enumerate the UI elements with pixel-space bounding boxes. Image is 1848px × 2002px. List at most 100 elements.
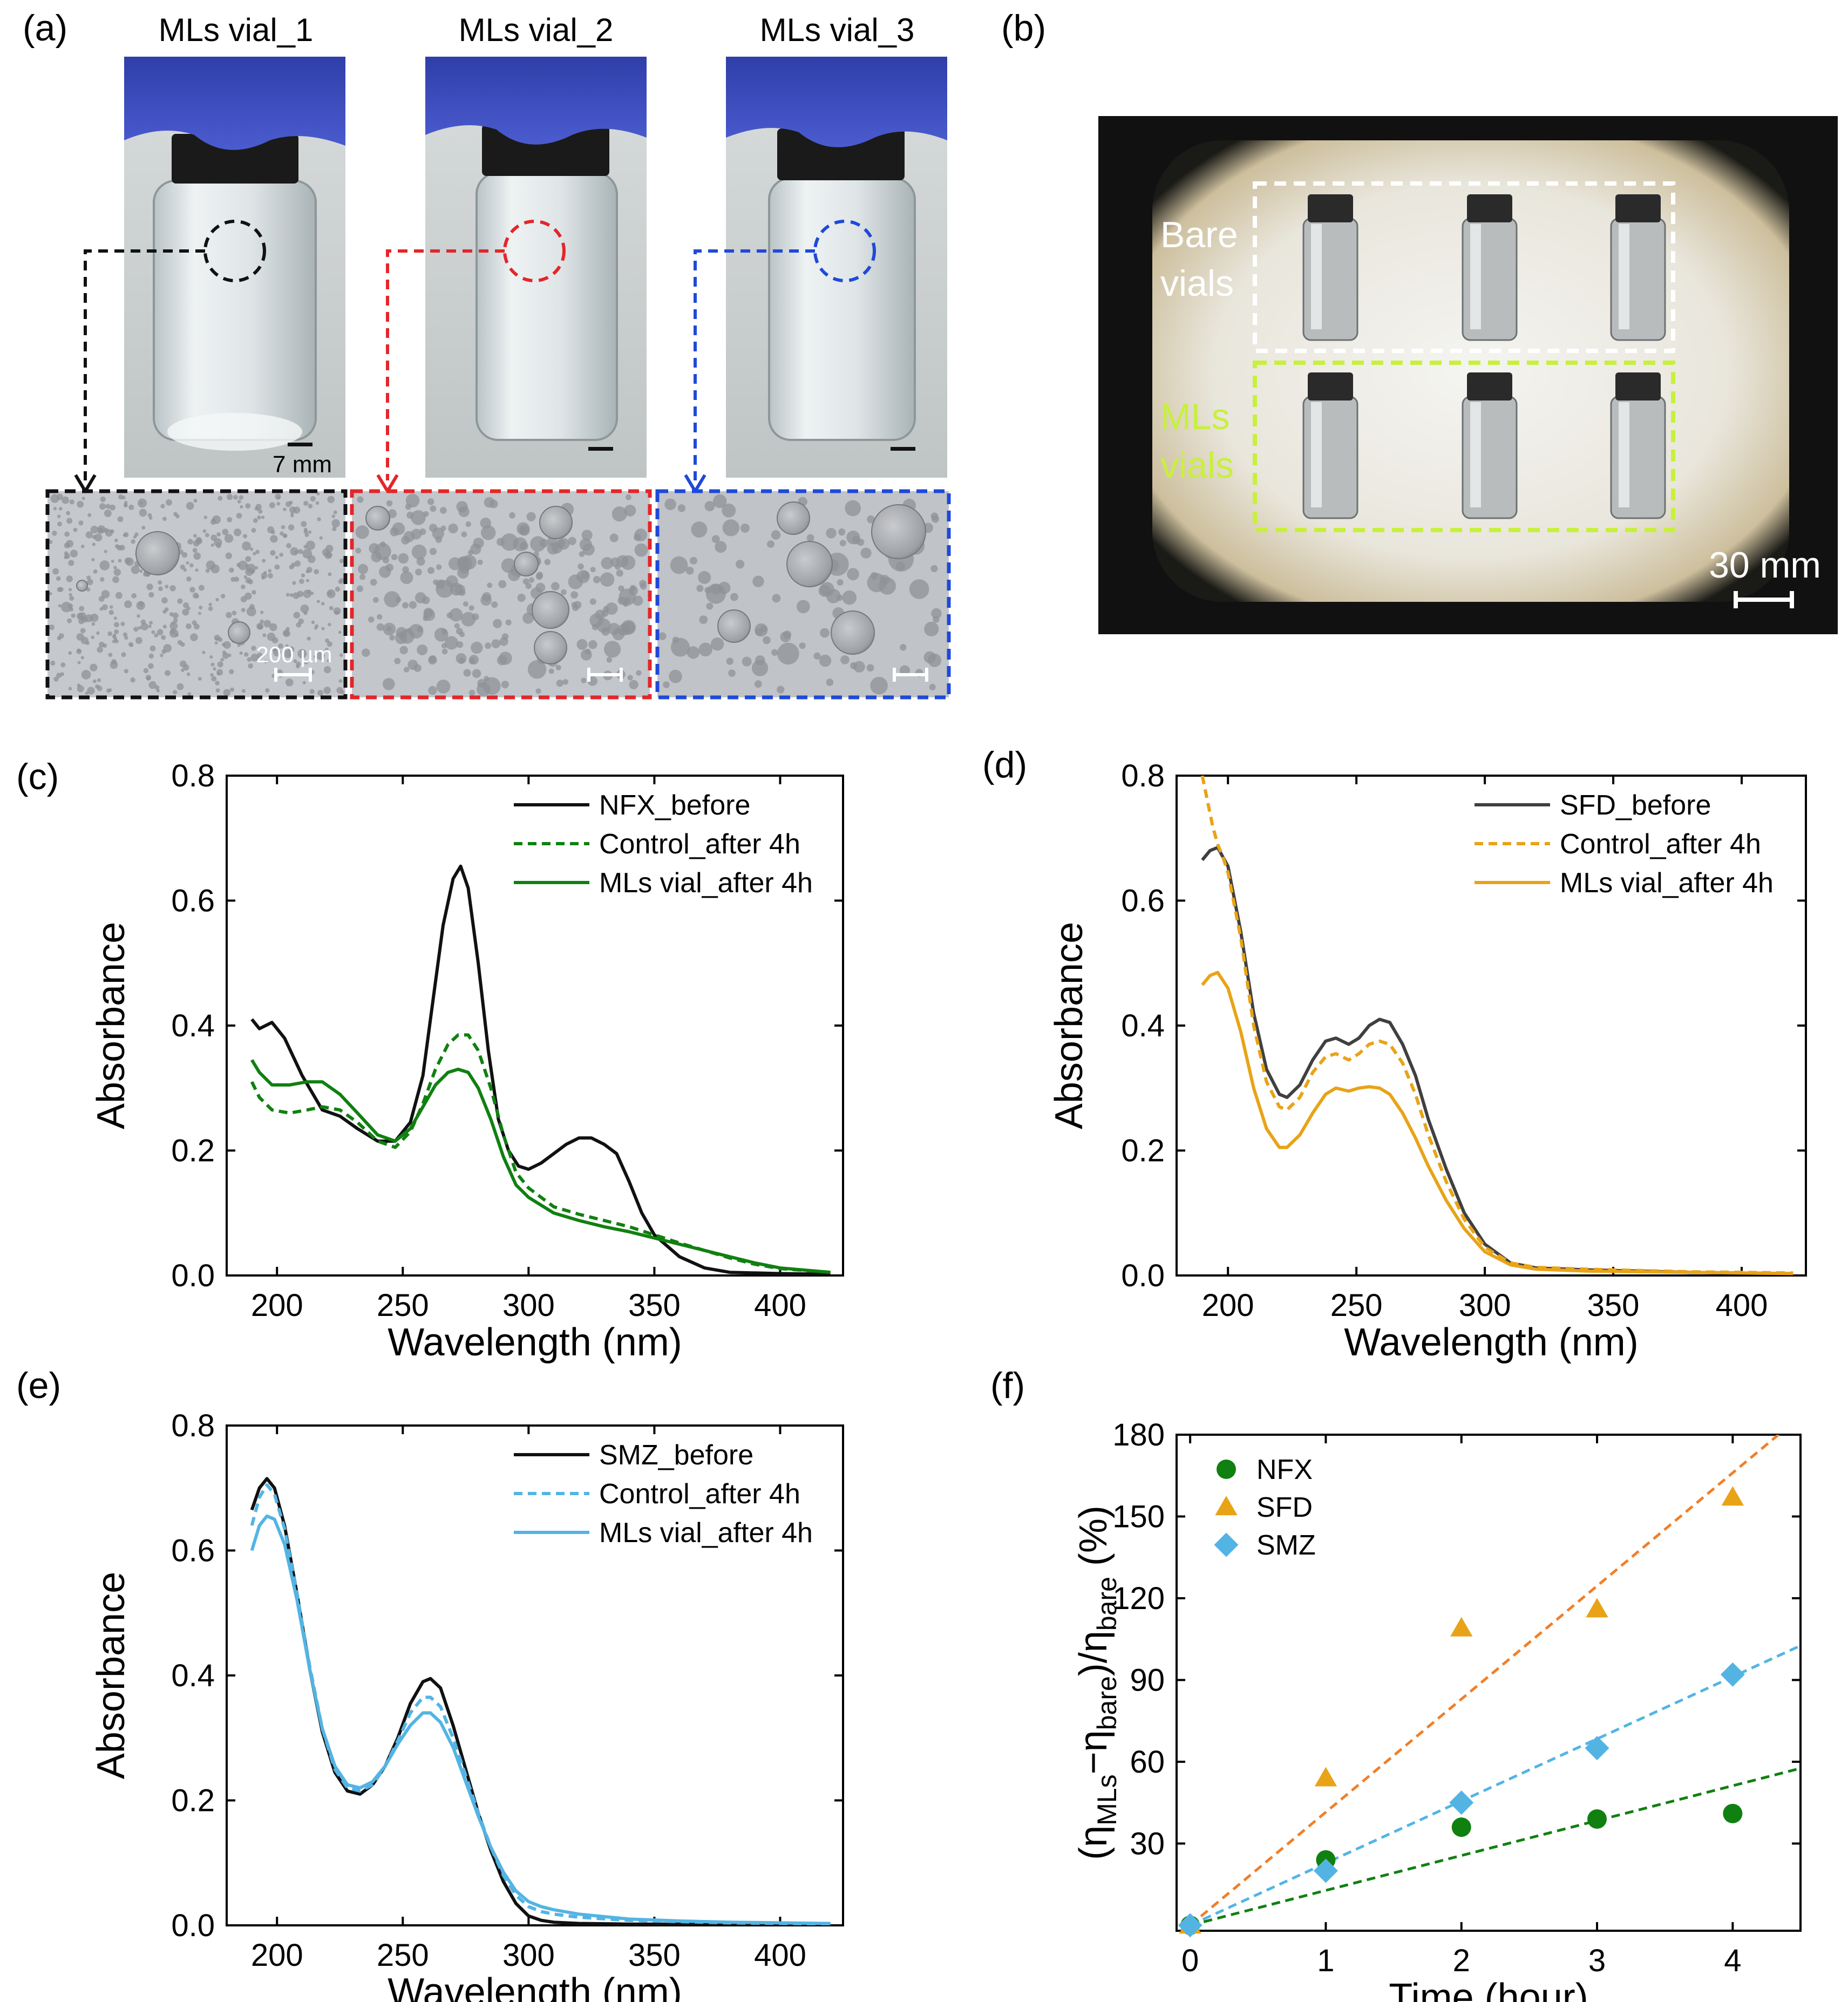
droplet <box>722 519 739 537</box>
droplet <box>190 633 198 641</box>
droplet <box>237 643 241 647</box>
droplet <box>233 494 238 500</box>
droplet <box>664 498 676 511</box>
droplet <box>58 604 62 608</box>
droplet <box>180 564 185 570</box>
droplet <box>91 558 95 561</box>
droplet <box>463 669 471 677</box>
droplet <box>56 673 62 678</box>
droplet <box>56 576 61 581</box>
droplet <box>857 539 865 546</box>
legend-label: Control_after 4h <box>599 1478 800 1510</box>
droplet <box>61 601 72 613</box>
droplet <box>605 602 618 615</box>
droplet <box>124 557 131 564</box>
droplet <box>112 640 116 643</box>
droplet <box>270 549 276 556</box>
droplet <box>78 520 84 526</box>
droplet <box>356 585 364 592</box>
droplet <box>110 529 114 534</box>
droplet <box>229 687 235 692</box>
droplet <box>399 646 408 655</box>
droplet <box>485 642 492 649</box>
droplet <box>839 540 846 547</box>
droplet <box>146 677 151 681</box>
x-tick-label: 400 <box>754 1938 806 1973</box>
droplet <box>193 552 201 560</box>
droplet <box>76 580 88 592</box>
droplet <box>383 622 396 636</box>
droplet <box>339 653 343 657</box>
droplet <box>208 602 212 607</box>
droplet <box>615 564 621 570</box>
droplet <box>79 606 85 612</box>
droplet <box>160 504 165 508</box>
droplet <box>826 678 834 686</box>
droplet <box>457 556 469 568</box>
droplet <box>212 518 216 522</box>
droplet <box>440 507 447 514</box>
droplet <box>157 629 164 636</box>
droplet <box>389 635 395 641</box>
droplet <box>300 604 309 613</box>
droplet <box>77 500 84 508</box>
droplet <box>296 664 300 669</box>
droplet <box>899 665 911 676</box>
droplet <box>104 549 107 553</box>
droplet <box>382 677 395 690</box>
droplet <box>202 650 206 655</box>
droplet <box>49 592 52 595</box>
droplet <box>176 683 184 690</box>
droplet <box>601 627 610 636</box>
droplet <box>275 493 281 500</box>
droplet <box>208 606 213 612</box>
droplet <box>355 525 369 539</box>
droplet <box>472 613 479 621</box>
vials-b <box>1302 194 1666 519</box>
droplet <box>57 514 61 518</box>
droplet <box>244 652 249 657</box>
droplet <box>457 567 469 579</box>
droplet <box>413 664 422 672</box>
droplet <box>97 525 106 534</box>
series-line-control-after-4h <box>1200 776 1793 1275</box>
droplet <box>517 522 530 535</box>
droplet <box>581 530 593 541</box>
droplet <box>461 612 476 627</box>
x-tick-label: 0 <box>1181 1943 1199 1978</box>
droplet <box>192 548 198 553</box>
droplet <box>321 627 325 630</box>
droplet <box>359 574 366 580</box>
droplet <box>592 623 599 630</box>
droplet <box>726 657 733 665</box>
droplet <box>81 497 85 500</box>
droplet <box>328 572 332 576</box>
droplet <box>362 648 370 657</box>
droplet <box>286 501 291 507</box>
droplet <box>148 653 154 659</box>
droplet <box>384 591 400 608</box>
droplet <box>740 524 750 533</box>
y-tick-label: 0.4 <box>1121 1008 1165 1043</box>
droplet <box>704 501 715 512</box>
droplet <box>269 623 277 632</box>
droplet <box>819 654 832 667</box>
droplet <box>245 556 252 562</box>
droplet <box>385 564 393 572</box>
droplet <box>218 496 223 501</box>
droplet <box>396 627 407 639</box>
droplet <box>806 534 814 542</box>
droplet <box>689 557 698 565</box>
droplet <box>499 637 508 646</box>
droplet <box>169 622 178 630</box>
droplet <box>535 582 546 593</box>
droplet <box>186 501 194 510</box>
droplet <box>69 593 72 596</box>
droplet <box>100 577 105 582</box>
droplet <box>101 604 108 610</box>
droplet <box>49 624 55 630</box>
droplet <box>206 560 215 570</box>
droplet <box>405 504 412 510</box>
droplet <box>101 590 110 599</box>
droplet <box>229 669 234 675</box>
